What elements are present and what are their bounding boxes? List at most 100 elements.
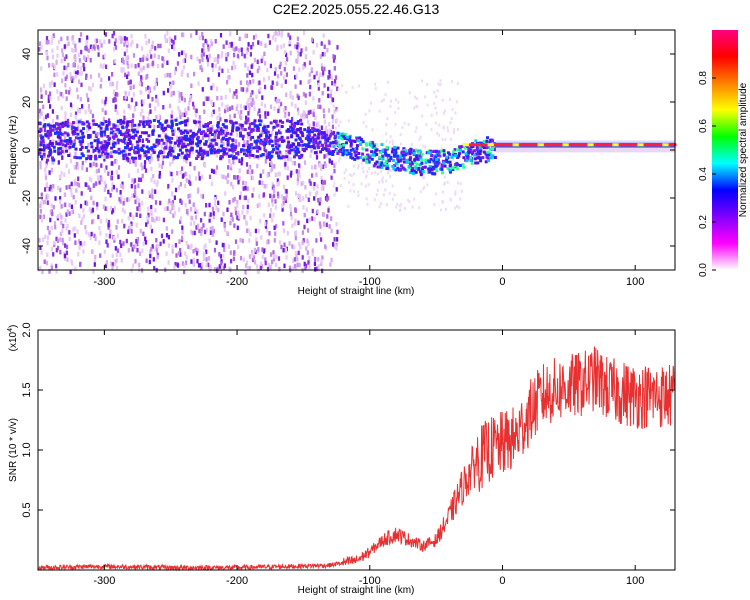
spectrogram-cell — [173, 265, 176, 270]
spectrogram-cell — [111, 72, 114, 77]
spectrogram-cell — [70, 188, 73, 193]
spectrogram-cell — [190, 207, 193, 212]
spectrogram-cell — [275, 254, 278, 260]
spectrogram-cell — [208, 214, 211, 219]
spectrogram-cell — [234, 239, 238, 244]
spectrogram-cell — [446, 126, 449, 130]
spectrogram-cell — [479, 146, 483, 150]
spectrogram-cell — [79, 136, 83, 140]
spectrogram-cell — [237, 244, 240, 250]
spectrogram-cell — [80, 82, 83, 88]
spectrogram-cell — [397, 159, 401, 163]
spectrogram-cell — [256, 59, 259, 65]
spectrogram-cell — [294, 235, 297, 241]
spectrogram-cell — [114, 38, 117, 43]
spectrogram-cell — [397, 100, 400, 104]
spectrogram-cell — [486, 150, 490, 154]
spectrogram-cell — [287, 32, 290, 38]
spectrogram-cell — [124, 36, 127, 41]
spectrogram-cell — [232, 184, 235, 190]
spectrogram-cell — [198, 35, 201, 41]
spectrogram-cell — [441, 171, 444, 175]
spectrogram-cell — [101, 99, 104, 104]
spectrogram-cell — [368, 143, 372, 146]
spectrogram-cell — [45, 260, 48, 266]
spectrogram-cell — [114, 45, 117, 50]
spectrogram-cell — [111, 161, 114, 166]
spectrogram-cell — [131, 128, 135, 132]
spectrogram-cell — [147, 111, 150, 117]
spectrogram-cell — [297, 55, 300, 60]
spectrogram-cell — [279, 125, 282, 131]
spectrogram-cell — [327, 148, 331, 152]
spectrogram-cell — [203, 109, 206, 114]
spectrogram-cell — [356, 166, 359, 170]
spectrogram-cell — [327, 136, 331, 140]
spectrogram-cell — [213, 247, 217, 253]
spectrogram-cell — [65, 65, 68, 71]
spectrogram-cell — [271, 259, 274, 265]
spectrogram-cell — [194, 113, 197, 118]
spectrogram-cell — [232, 198, 235, 203]
spectrogram-cell — [322, 180, 325, 185]
spectrogram-cell — [300, 181, 303, 186]
spectrogram-cell — [204, 122, 208, 126]
spectrogram-cell — [195, 149, 199, 153]
spectrogram-cell — [174, 35, 177, 40]
spectrogram-cell — [421, 114, 424, 118]
spectrogram-cell — [229, 250, 232, 255]
spectrogram-cell — [206, 124, 209, 128]
spectrogram-cell — [46, 225, 49, 231]
spectrogram-cell — [294, 251, 297, 256]
spectrogram-cell — [195, 108, 198, 114]
spectrogram-cell — [378, 109, 381, 113]
spectrogram-cell — [51, 128, 55, 132]
spectrogram-cell — [368, 109, 371, 113]
spectrogram-cell — [194, 209, 197, 214]
spectrogram-cell — [138, 202, 141, 208]
spectrogram-cell — [167, 48, 170, 54]
spectrogram-cell — [50, 167, 53, 173]
spectrogram-cell — [148, 103, 151, 108]
spectrogram-cell — [50, 160, 53, 165]
spectrogram-cell — [269, 213, 272, 218]
spectrogram-cell — [334, 75, 338, 80]
spectrogram-cell — [237, 48, 240, 53]
spectrogram-cell — [475, 156, 479, 160]
spectrogram-cell — [130, 156, 134, 160]
spectrogram-cell — [370, 172, 373, 175]
spectrogram-cell — [443, 109, 446, 113]
spectrogram-cell — [168, 198, 171, 204]
spectrogram-cell — [202, 43, 205, 48]
spectrogram-cell — [438, 133, 441, 137]
spectrogram-cell — [145, 258, 148, 264]
spectrogram-cell — [351, 139, 355, 143]
spectrogram-cell — [246, 131, 250, 135]
spectrogram-cell — [413, 169, 416, 173]
spectrogram-cell — [308, 255, 311, 261]
spectrogram-cell — [209, 128, 213, 132]
spectrogram-cell — [160, 164, 164, 169]
spectrogram-cell — [238, 168, 241, 173]
spectrogram-cell — [85, 229, 88, 235]
snr-x-tick-label: 0 — [499, 575, 505, 587]
spectrogram-cell — [39, 128, 43, 132]
spectrogram-cell — [356, 156, 360, 160]
spectrogram-cell — [104, 96, 108, 102]
spectrogram-cell — [277, 181, 280, 186]
spectrogram-cell — [204, 243, 207, 248]
spectrogram-cell — [207, 262, 210, 268]
spectrogram-cell — [380, 169, 382, 173]
spectrogram-peak — [606, 143, 615, 147]
spectrogram-cell — [119, 122, 123, 125]
spectrogram-cell — [252, 100, 255, 106]
spectrogram-cell — [158, 151, 161, 155]
spectrogram-cell — [353, 189, 356, 193]
spectrogram-cell — [267, 111, 270, 116]
spectrogram-cell — [384, 188, 387, 192]
spectrogram-cell — [309, 78, 312, 83]
spectrogram-cell — [109, 155, 113, 159]
spectrogram-cell — [107, 171, 110, 176]
spectrogram-cell — [66, 133, 70, 137]
spectrogram-cell — [176, 61, 179, 66]
